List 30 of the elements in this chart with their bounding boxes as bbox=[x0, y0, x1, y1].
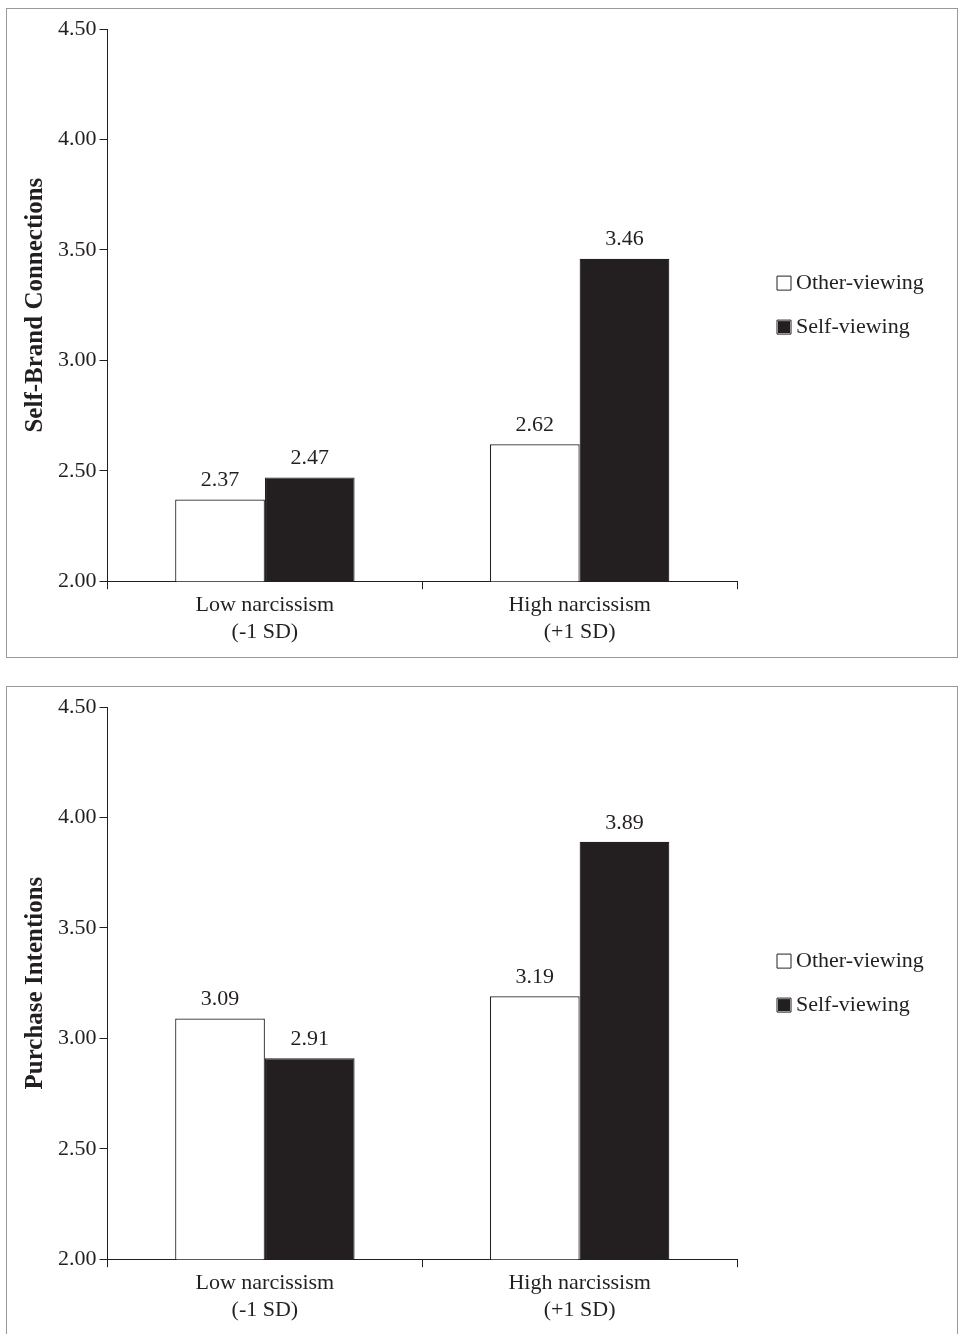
y-tick-label: 4.00 bbox=[58, 803, 97, 829]
data-label: 2.37 bbox=[200, 466, 240, 492]
x-tick-label: High narcissism (+1 SD) bbox=[508, 1269, 651, 1321]
y-axis-title: Self-Brand Connections bbox=[20, 177, 48, 433]
y-tick-label: 2.50 bbox=[58, 456, 97, 482]
y-tick-label: 3.50 bbox=[58, 913, 97, 939]
data-label: 2.91 bbox=[290, 1024, 329, 1050]
data-label: 3.09 bbox=[200, 985, 240, 1011]
y-tick-label: 4.50 bbox=[58, 692, 97, 718]
data-label: 3.46 bbox=[605, 225, 644, 251]
x-tick-label: High narcissism (+1 SD) bbox=[508, 591, 651, 643]
x-tick-label: Low narcissism (-1 SD) bbox=[195, 1269, 335, 1321]
legend-label: Other-viewing bbox=[796, 268, 924, 294]
y-tick-label: 3.50 bbox=[58, 235, 97, 261]
y-tick-label: 2.00 bbox=[58, 1244, 97, 1270]
legend-label: Self-viewing bbox=[796, 990, 910, 1016]
y-tick-label: 4.00 bbox=[58, 125, 97, 151]
data-label: 3.89 bbox=[605, 808, 644, 834]
y-tick-label: 3.00 bbox=[58, 1024, 97, 1050]
y-tick-label: 2.50 bbox=[58, 1134, 97, 1160]
data-label: 2.62 bbox=[515, 411, 555, 437]
y-tick-label: 4.50 bbox=[58, 14, 97, 40]
x-tick-label: Low narcissism (-1 SD) bbox=[195, 591, 335, 643]
data-label: 2.47 bbox=[290, 444, 329, 470]
legend-label: Other-viewing bbox=[796, 946, 924, 972]
y-axis-title: Purchase Intentions bbox=[20, 876, 48, 1090]
legend-label: Self-viewing bbox=[796, 312, 910, 338]
data-label: 3.19 bbox=[515, 963, 555, 989]
y-tick-label: 2.00 bbox=[58, 566, 97, 592]
y-tick-label: 3.00 bbox=[58, 346, 97, 372]
